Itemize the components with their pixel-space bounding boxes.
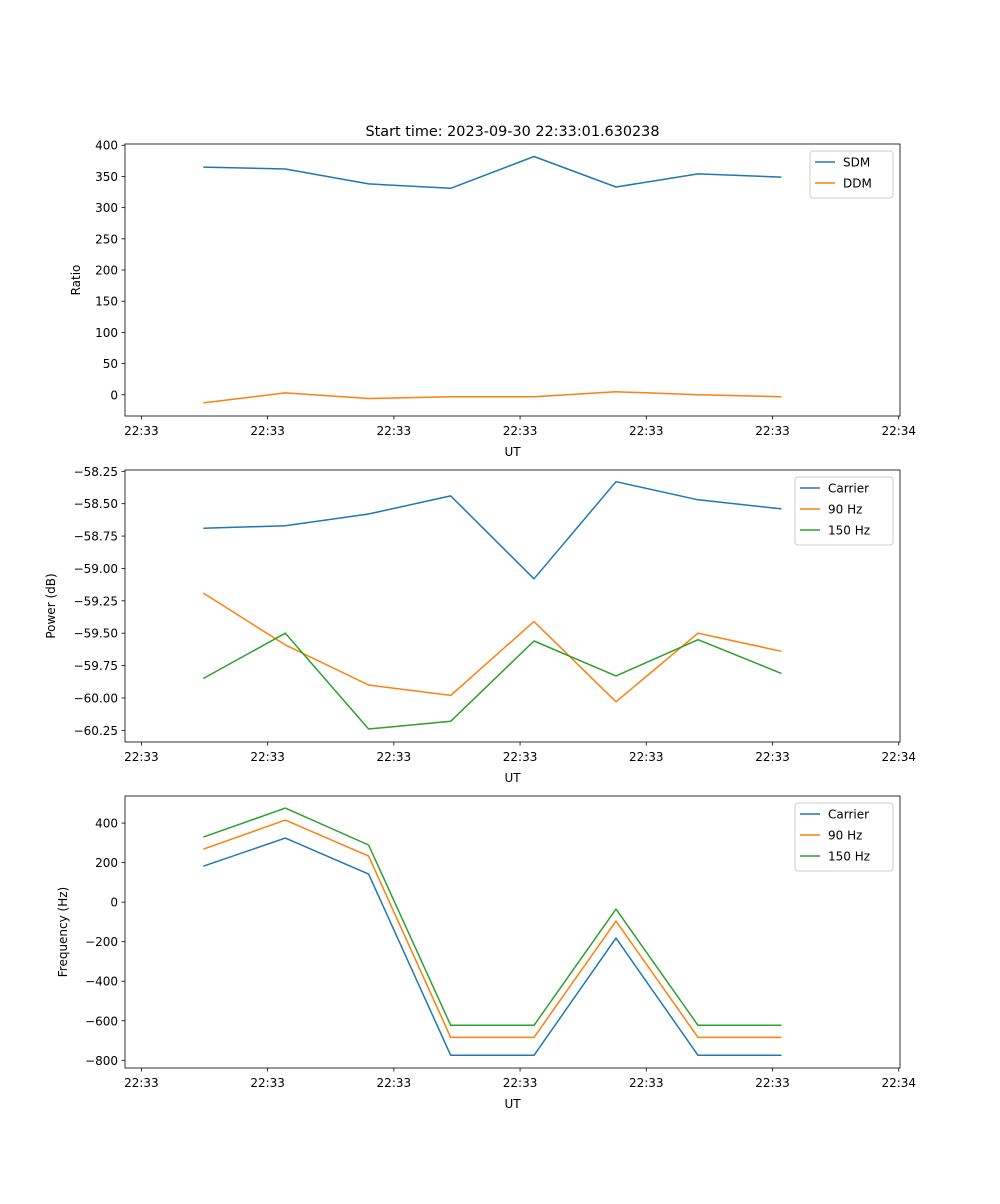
y-tick-label: −59.25 bbox=[74, 594, 118, 608]
y-axis-label: Power (dB) bbox=[44, 573, 58, 638]
x-tick-label: 22:33 bbox=[377, 1076, 412, 1090]
x-tick-label: 22:33 bbox=[755, 750, 790, 764]
series-line-carrier bbox=[203, 480, 782, 580]
y-tick-label: 150 bbox=[95, 295, 118, 309]
y-tick-label: −600 bbox=[85, 1014, 118, 1028]
x-tick-label: 22:33 bbox=[629, 750, 664, 764]
y-tick-label: −400 bbox=[85, 975, 118, 989]
y-tick-label: 300 bbox=[95, 201, 118, 215]
legend: SDM DDM bbox=[809, 150, 894, 199]
chart-title: Start time: 2023-09-30 22:33:01.630238 bbox=[365, 124, 659, 140]
legend-label: 150 Hz bbox=[828, 850, 870, 864]
x-tick-label: 22:33 bbox=[755, 1076, 790, 1090]
y-tick-label: −60.00 bbox=[74, 691, 118, 705]
y-tick-label: 200 bbox=[95, 856, 118, 870]
series-line-150-hz bbox=[203, 807, 782, 1027]
series-line-ddm bbox=[203, 390, 782, 404]
y-tick-label: 350 bbox=[95, 170, 118, 184]
x-axis-label: UT bbox=[504, 1097, 521, 1111]
x-tick-label: 22:34 bbox=[881, 424, 916, 438]
series-line-150-hz bbox=[202, 632, 782, 730]
y-tick-label: −200 bbox=[85, 935, 118, 949]
x-tick-label: 22:33 bbox=[377, 750, 412, 764]
x-tick-label: 22:33 bbox=[250, 424, 285, 438]
legend-box bbox=[794, 476, 894, 546]
y-tick-label: −60.25 bbox=[74, 724, 118, 738]
axes-frame bbox=[124, 795, 901, 1069]
series-line-90-hz bbox=[203, 819, 782, 1039]
y-tick-label: 250 bbox=[95, 232, 118, 246]
y-tick-label: 200 bbox=[95, 264, 118, 278]
x-tick-label: 22:33 bbox=[629, 424, 664, 438]
y-tick-label: −59.50 bbox=[74, 627, 118, 641]
series-line-90-hz bbox=[202, 592, 782, 703]
legend: Carrier 90 Hz 150 Hz bbox=[794, 476, 894, 546]
y-tick-label: −58.50 bbox=[74, 497, 118, 511]
series-line-carrier bbox=[203, 837, 782, 1057]
x-tick-label: 22:33 bbox=[629, 1076, 664, 1090]
legend-label: DDM bbox=[843, 177, 872, 191]
x-tick-label: 22:33 bbox=[124, 750, 159, 764]
x-tick-label: 22:34 bbox=[881, 750, 916, 764]
legend-label: 90 Hz bbox=[828, 829, 862, 843]
legend-label: Carrier bbox=[828, 808, 869, 822]
x-tick-label: 22:33 bbox=[503, 424, 538, 438]
legend-box bbox=[794, 802, 894, 872]
chart-1: 22:33 22:33 22:33 22:33 22:33 22:33 22:34 0 50 10… bbox=[69, 124, 916, 459]
x-tick-label: 22:33 bbox=[250, 1076, 285, 1090]
y-tick-label: −58.75 bbox=[74, 530, 118, 544]
chart-3: 22:33 22:33 22:33 22:33 22:33 22:33 22:34 −800 −… bbox=[56, 795, 916, 1111]
series-line-sdm bbox=[203, 155, 782, 190]
y-tick-label: 50 bbox=[103, 357, 118, 371]
y-tick-label: 100 bbox=[95, 326, 118, 340]
y-tick-label: −59.00 bbox=[74, 562, 118, 576]
legend-label: SDM bbox=[843, 156, 870, 170]
y-tick-label: 400 bbox=[95, 817, 118, 831]
x-tick-label: 22:33 bbox=[124, 1076, 159, 1090]
x-axis-label: UT bbox=[504, 445, 521, 459]
y-axis-label: Ratio bbox=[69, 265, 83, 296]
x-tick-label: 22:33 bbox=[124, 424, 159, 438]
x-tick-label: 22:33 bbox=[377, 424, 412, 438]
y-axis-label: Frequency (Hz) bbox=[56, 887, 70, 978]
y-tick-label: −58.25 bbox=[74, 465, 118, 479]
y-tick-label: 400 bbox=[95, 139, 118, 153]
legend-label: 150 Hz bbox=[828, 524, 870, 538]
y-tick-label: −800 bbox=[85, 1054, 118, 1068]
y-tick-label: −59.75 bbox=[74, 659, 118, 673]
legend-label: 90 Hz bbox=[828, 503, 862, 517]
x-tick-label: 22:33 bbox=[755, 424, 790, 438]
axes-frame bbox=[124, 469, 901, 743]
legend: Carrier 90 Hz 150 Hz bbox=[794, 802, 894, 872]
x-tick-label: 22:33 bbox=[250, 750, 285, 764]
axes-frame bbox=[124, 143, 901, 417]
x-tick-label: 22:34 bbox=[881, 1076, 916, 1090]
y-tick-label: 0 bbox=[110, 896, 118, 910]
chart-2: 22:33 22:33 22:33 22:33 22:33 22:33 22:34 −60.2… bbox=[44, 465, 916, 785]
legend-label: Carrier bbox=[828, 482, 869, 496]
x-axis-label: UT bbox=[504, 771, 521, 785]
x-tick-label: 22:33 bbox=[503, 750, 538, 764]
y-tick-label: 0 bbox=[110, 388, 118, 402]
x-tick-label: 22:33 bbox=[503, 1076, 538, 1090]
